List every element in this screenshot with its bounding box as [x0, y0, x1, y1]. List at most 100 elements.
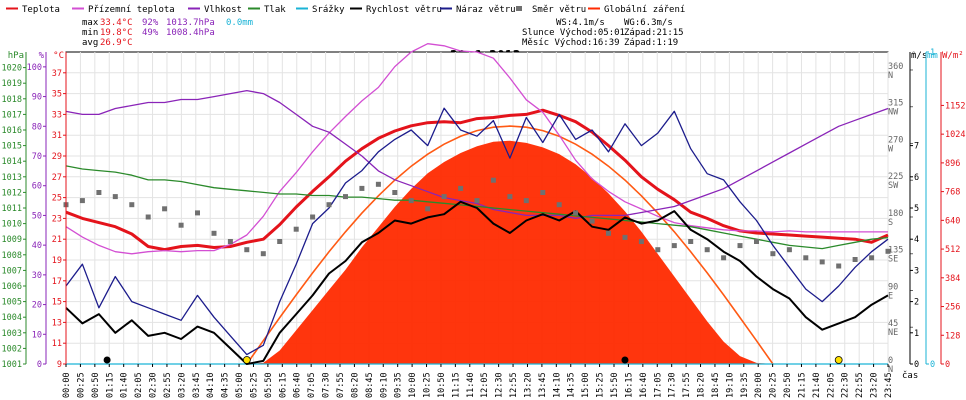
wind-direction-point	[392, 190, 398, 195]
series-line	[65, 165, 889, 250]
wind-direction-point	[408, 198, 414, 204]
x-tick-label: 22:55	[855, 372, 865, 398]
wind-direction-point	[375, 181, 381, 187]
x-tick-label: 22:05	[826, 372, 836, 398]
pct-axis-tick-label: 100	[27, 63, 42, 73]
legend-label: Směr větru	[532, 5, 586, 15]
legend-swatch	[516, 6, 522, 11]
ms-axis-tick-label: 6	[914, 173, 919, 183]
x-tick-label: 13:45	[538, 372, 548, 398]
info-wg: WG:6.3m/s	[624, 18, 673, 28]
pct-axis-unit: %	[39, 51, 45, 61]
pct-axis-tick-label: 0	[37, 360, 42, 370]
pct-axis-tick-label: 80	[32, 122, 42, 132]
x-tick-label: 04:10	[206, 372, 216, 398]
x-tick-label: 01:15	[105, 372, 115, 398]
x-tick-label: 02:30	[149, 372, 159, 398]
temp-axis-tick-label: 27	[52, 173, 62, 183]
legend-label: Srážky	[312, 5, 345, 15]
wind-direction-point	[145, 214, 151, 220]
dir-axis-tick-label: 360	[888, 62, 903, 72]
x-tick-label: 12:05	[480, 372, 490, 398]
x-tick-label: 05:00	[235, 372, 245, 398]
series-line	[65, 200, 889, 365]
stat-label: min	[82, 28, 98, 38]
info-sunset: Západ:21:15	[624, 28, 684, 38]
dir-axis-tick-label: 315	[888, 99, 903, 109]
ms-axis-tick-label: 7	[914, 142, 919, 152]
wm2-axis-tick-label: 128	[945, 331, 960, 341]
wind-direction-point	[441, 194, 447, 200]
x-tick-label: 03:20	[177, 372, 187, 398]
stat-label: avg	[82, 38, 98, 48]
x-axis-label: čas	[902, 370, 918, 381]
wm2-axis-tick-label: 640	[945, 216, 960, 226]
temp-axis-tick-label: 17	[52, 277, 62, 287]
info-ws: WS:4.1m/s	[556, 18, 605, 28]
x-tick-label: 02:05	[134, 372, 144, 398]
x-tick-label: 16:15	[624, 372, 634, 398]
hpa-axis-tick-label: 1005	[2, 298, 22, 308]
x-tick-label: 08:20	[350, 372, 360, 398]
wind-direction-point	[310, 214, 316, 220]
x-tick-label: 09:35	[394, 372, 404, 398]
wind-direction-point	[425, 206, 431, 212]
wind-direction-point	[359, 185, 365, 191]
x-tick-label: 13:20	[523, 372, 533, 398]
wm2-axis-tick-label: 768	[945, 188, 960, 198]
wind-direction-point	[819, 259, 825, 265]
legend-label: Tlak	[264, 5, 286, 15]
wind-direction-point	[277, 239, 283, 244]
dir-axis-tick-label: 135	[888, 246, 903, 256]
radiation-envelope	[246, 125, 774, 365]
wind-direction-point	[540, 190, 546, 195]
wind-direction-point	[803, 255, 809, 261]
dir-axis-tick-label: 180	[888, 209, 903, 219]
x-tick-label: 06:15	[278, 372, 288, 398]
stat-rain: 0.0mm	[226, 18, 253, 28]
hpa-axis-tick-label: 1020	[2, 64, 22, 74]
hpa-axis-tick-label: 1007	[2, 266, 22, 276]
series-line	[65, 43, 888, 255]
x-tick-label: 05:50	[264, 372, 274, 398]
x-tick-label: 04:35	[221, 372, 231, 398]
pct-axis-tick-label: 20	[32, 301, 42, 311]
x-tick-label: 14:10	[552, 372, 562, 398]
hpa-axis-tick-label: 1004	[2, 313, 22, 323]
x-tick-label: 07:30	[322, 372, 332, 398]
wind-direction-point	[556, 202, 562, 208]
mm-axis-unit: mm	[927, 51, 938, 61]
wm2-axis-tick-label: 1024	[945, 130, 965, 140]
temp-axis-tick-label: 25	[52, 194, 62, 204]
hpa-axis-tick-label: 1013	[2, 173, 22, 183]
x-tick-label: 05:25	[249, 372, 259, 398]
pct-axis-tick-label: 90	[32, 93, 42, 103]
wind-direction-point	[885, 248, 891, 254]
temp-axis-tick-label: 11	[52, 339, 62, 349]
dir-axis-tick-label: 225	[888, 172, 903, 182]
x-tick-label: 18:20	[697, 372, 707, 398]
legend-label: Vlhkost	[204, 5, 242, 15]
x-tick-label: 16:40	[639, 372, 649, 398]
series-line	[65, 108, 889, 252]
wind-direction-point	[836, 263, 842, 269]
stats-block: max 33.4°C 92% 1013.7hPa 0.0mm min 19.8°C 49% 10…	[82, 18, 684, 48]
x-tick-label: 22:30	[841, 372, 851, 398]
wind-direction-point	[326, 202, 332, 208]
wind-direction-point	[490, 177, 496, 183]
ms-axis-tick-label: 2	[914, 298, 919, 308]
legend-label: Teplota	[22, 5, 60, 15]
hpa-axis-unit: hPa	[8, 51, 24, 61]
moon-marker	[621, 356, 629, 364]
hpa-axis-tick-label: 1014	[2, 157, 22, 167]
ms-axis-unit: m/s	[911, 51, 927, 61]
x-tick-label: 15:25	[596, 372, 606, 398]
wind-direction-point	[589, 218, 595, 224]
temp-axis-unit: °C	[53, 51, 64, 61]
mm-axis-tick-label: 0	[930, 360, 935, 370]
ms-axis-tick-label: 1	[914, 329, 919, 339]
dir-axis-tick-label: 0	[888, 356, 893, 366]
dir-axis-tick-dir: N	[888, 71, 893, 81]
